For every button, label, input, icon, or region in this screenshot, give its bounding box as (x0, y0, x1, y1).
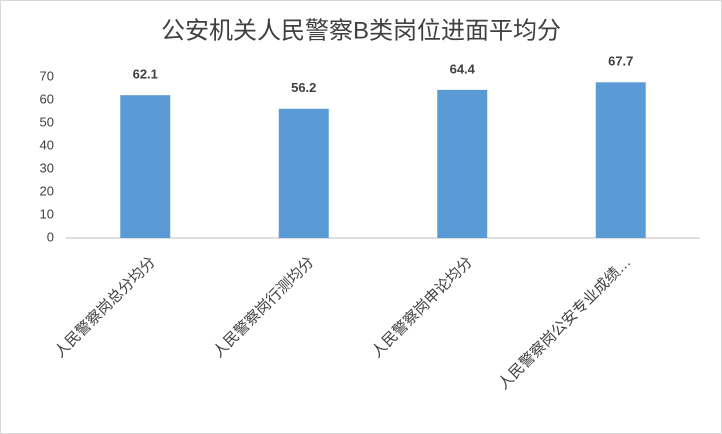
bar (278, 108, 329, 239)
y-tick-label: 10 (40, 206, 54, 221)
data-label: 56.2 (291, 80, 316, 95)
data-label: 64.4 (450, 61, 476, 76)
chart-title: 公安机关人民警察B类岗位进面平均分 (161, 17, 561, 44)
bar (595, 82, 646, 238)
bar (437, 89, 488, 238)
y-tick-label: 30 (40, 160, 54, 175)
y-tick-label: 70 (40, 68, 54, 83)
y-tick-label: 50 (40, 114, 54, 129)
y-tick-label: 20 (40, 183, 54, 198)
y-tick-label: 0 (47, 229, 54, 244)
y-tick-label: 40 (40, 137, 54, 152)
bar (120, 95, 171, 238)
data-label: 67.7 (608, 54, 633, 69)
y-tick-label: 60 (40, 91, 54, 106)
data-label: 62.1 (133, 67, 158, 82)
